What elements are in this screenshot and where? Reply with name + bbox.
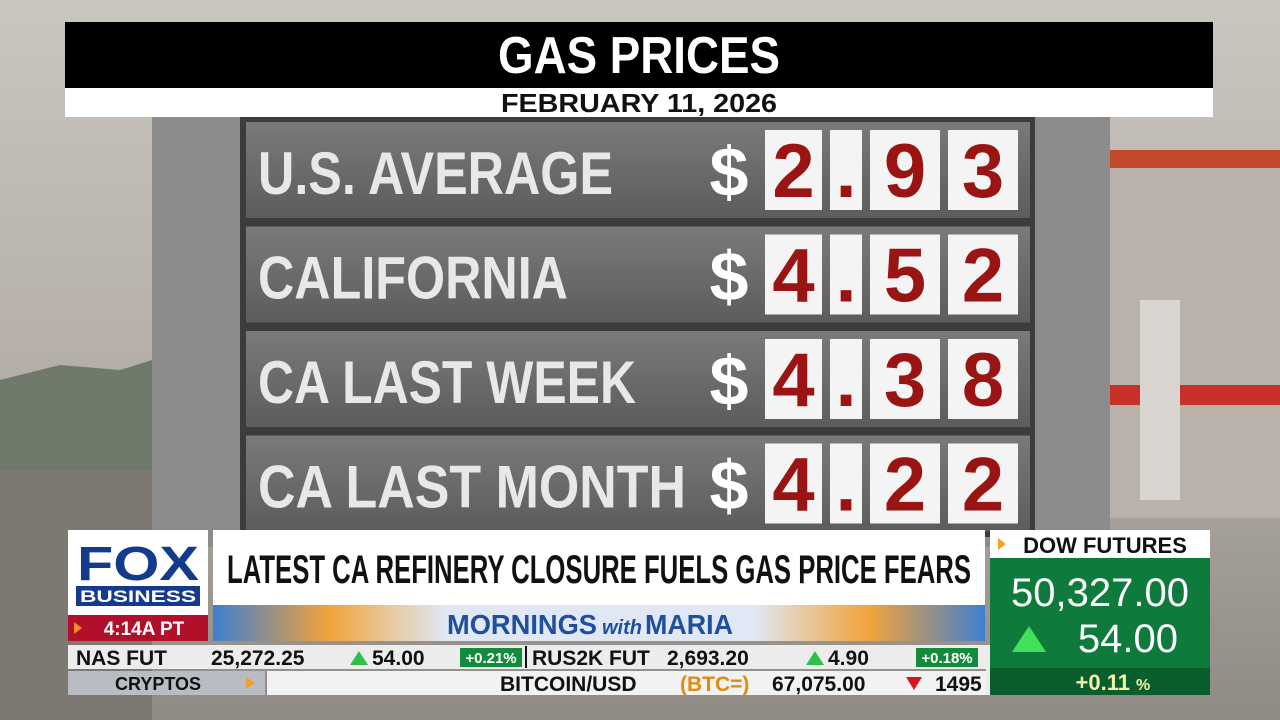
ticker-percent: +0.18% (921, 650, 972, 667)
price-digit: 9 (884, 129, 926, 214)
price-tile (870, 339, 940, 419)
network-logo: FOX (77, 538, 199, 591)
market-title-box (990, 530, 1210, 558)
market-percent-sign: % (1136, 677, 1150, 694)
price-tile (765, 130, 822, 210)
row-label: CA LAST WEEK (258, 349, 636, 416)
title: GAS PRICES (498, 27, 780, 85)
price-tile (948, 339, 1018, 419)
price-digit: 8 (962, 338, 1004, 423)
price-digit: 3 (884, 338, 926, 423)
ticker: NAS FUT 25,272.25 54.00 +0.21% RUS2K FUT 2,69… (76, 646, 978, 670)
row-label: CA LAST MONTH (258, 454, 686, 521)
price-tile (948, 130, 1018, 210)
ticker-percent: +0.21% (465, 650, 516, 667)
crypto-label-box (68, 671, 265, 695)
price-tile (830, 339, 862, 419)
currency: $ (710, 342, 749, 420)
price-digit: . (835, 234, 856, 319)
price-tile (830, 130, 862, 210)
price-tile (765, 443, 822, 524)
pump (1140, 300, 1180, 500)
price-tile (765, 339, 822, 419)
price-tile (948, 443, 1018, 524)
crypto-row (267, 671, 988, 695)
show-last: MARIA (645, 609, 733, 640)
price-tile (948, 234, 1018, 315)
date-bar (65, 88, 1213, 117)
price-digit: 2 (884, 443, 926, 528)
price-tile (870, 130, 940, 210)
price-digit: 4 (772, 234, 814, 319)
crypto-name: BITCOIN/USD (500, 673, 637, 696)
ticker-row (68, 645, 988, 669)
ticker-edge (986, 645, 990, 695)
price-digit: . (835, 443, 856, 528)
currency: $ (710, 133, 749, 211)
row-label: U.S. AVERAGE (258, 140, 613, 207)
ticker-name: NAS FUT (76, 647, 167, 670)
market-title: DOW FUTURES (1023, 533, 1187, 558)
market-percent-box (990, 668, 1210, 695)
logo-sub-box (76, 586, 200, 606)
up-arrow (806, 651, 824, 665)
show-middle: with (602, 617, 642, 639)
headline: LATEST CA REFINERY CLOSURE FUELS GAS PRI… (227, 548, 971, 592)
price-tile (870, 234, 940, 315)
up-arrow (1012, 626, 1046, 652)
ticker-divider (525, 646, 527, 668)
crypto-symbol: (BTC=) (680, 673, 749, 696)
price-digit: 2 (772, 129, 814, 214)
currency: $ (710, 447, 749, 525)
crypto-label: CRYPTOS (115, 674, 201, 694)
show-first: MORNINGS (447, 609, 597, 640)
price-digit: . (835, 129, 856, 214)
station-stripe (1110, 385, 1280, 405)
ticker-price: 25,272.25 (211, 647, 305, 670)
price-digit: 2 (962, 234, 1004, 319)
show-strip (213, 605, 985, 641)
headline-box (213, 530, 985, 605)
station (1110, 168, 1280, 518)
clock-icon (74, 622, 82, 634)
clock: 4:14A PT (104, 619, 185, 640)
market-change: 54.00 (1078, 617, 1178, 661)
price-tile (765, 234, 822, 315)
date: FEBRUARY 11, 2026 (501, 88, 777, 118)
price-digit: 2 (962, 443, 1004, 528)
down-arrow (906, 677, 922, 690)
row-label: CALIFORNIA (258, 245, 568, 312)
station-canopy (1110, 150, 1280, 168)
price-digit: 4 (772, 443, 814, 528)
ticker-change: 4.90 (828, 647, 869, 670)
percent-box (460, 648, 522, 667)
price-tile (870, 443, 940, 524)
currency: $ (710, 238, 749, 316)
network-sub: BUSINESS (80, 587, 196, 606)
up-arrow (350, 651, 368, 665)
price-tile (830, 443, 862, 524)
market-value: 50,327.00 (1011, 571, 1189, 615)
ticker-price: 2,693.20 (667, 647, 749, 670)
title-bar (65, 22, 1213, 88)
price-digit: . (835, 338, 856, 423)
price-digit: 5 (884, 234, 926, 319)
percent-box (916, 648, 978, 667)
hills (0, 360, 152, 470)
price-digit: 3 (962, 129, 1004, 214)
price-digit: 4 (772, 338, 814, 423)
crypto-price: 67,075.00 (772, 673, 865, 696)
ticker-change: 54.00 (372, 647, 425, 670)
price-tile (830, 234, 862, 315)
ticker-name: RUS2K FUT (532, 647, 650, 670)
crypto-change: 1495 (935, 673, 982, 696)
market-percent: +0.11 (1076, 670, 1130, 695)
clock-box (68, 615, 208, 641)
crypto-arrow (246, 677, 255, 689)
market-arrow (998, 538, 1006, 550)
